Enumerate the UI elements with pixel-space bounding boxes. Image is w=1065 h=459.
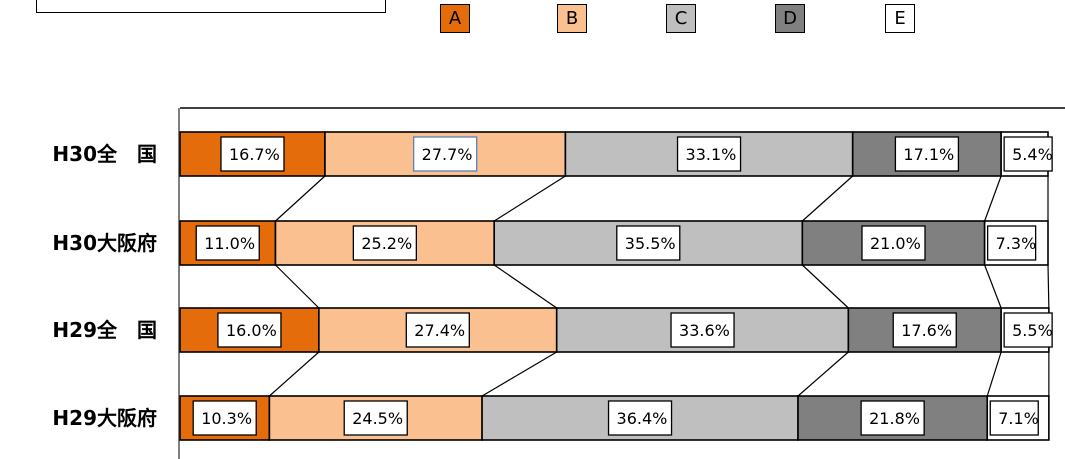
data-label-box — [986, 225, 1037, 261]
data-label: 7.3% — [996, 234, 1037, 253]
data-label: 33.6% — [679, 321, 730, 340]
series-line — [1047, 264, 1050, 309]
category-label: H29全 国 — [52, 318, 157, 342]
data-label-box — [352, 225, 417, 261]
data-label: 24.5% — [352, 409, 403, 428]
data-label-box — [405, 312, 470, 348]
data-label-box — [1003, 136, 1053, 172]
series-line — [493, 264, 558, 309]
data-label-box — [1003, 312, 1053, 348]
series-line — [481, 351, 558, 397]
data-label: 25.2% — [361, 234, 412, 253]
data-label-box — [892, 312, 957, 348]
data-label: 33.1% — [686, 145, 737, 164]
data-label: 21.8% — [869, 409, 920, 428]
series-line — [275, 175, 326, 222]
series-line — [269, 351, 320, 397]
data-label-box — [676, 136, 742, 172]
data-label-box — [861, 225, 926, 261]
top-left-box — [36, 0, 386, 13]
data-label-box — [195, 225, 260, 261]
data-label: 27.7% — [422, 145, 473, 164]
data-label: 17.6% — [901, 321, 952, 340]
data-label-box — [989, 400, 1039, 436]
series-line — [801, 175, 854, 222]
data-label: 5.5% — [1012, 321, 1053, 340]
category-label: H30大阪府 — [52, 231, 157, 255]
legend-item-a: A — [440, 4, 470, 33]
series-line — [984, 264, 1002, 309]
series-line — [986, 351, 1002, 397]
series-line — [275, 264, 320, 309]
data-label: 5.4% — [1012, 145, 1053, 164]
series-line — [797, 351, 849, 397]
series-line — [984, 175, 1002, 222]
data-label: 16.0% — [226, 321, 277, 340]
data-label-box — [894, 136, 960, 172]
data-label-box — [616, 225, 681, 261]
data-label-box — [670, 312, 735, 348]
category-label: H30全 国 — [52, 142, 157, 166]
data-label: 16.7% — [229, 145, 280, 164]
legend-item-b: B — [557, 4, 587, 33]
legend-item-e: E — [885, 4, 915, 33]
data-label-box — [413, 136, 478, 172]
legend-item-d: D — [775, 4, 805, 33]
data-label: 11.0% — [204, 234, 255, 253]
data-label-box — [220, 136, 285, 172]
series-line — [801, 264, 849, 309]
data-label: 36.4% — [617, 409, 668, 428]
data-label-box — [192, 400, 257, 436]
data-label-box — [343, 400, 408, 436]
data-label-box — [217, 312, 282, 348]
data-label-box — [860, 400, 925, 436]
data-label: 35.5% — [625, 234, 676, 253]
data-label: 21.0% — [870, 234, 921, 253]
legend-item-c: C — [666, 4, 696, 33]
data-label: 7.1% — [998, 409, 1039, 428]
data-label: 17.1% — [903, 145, 954, 164]
data-label: 27.4% — [414, 321, 465, 340]
category-label: H29大阪府 — [52, 406, 157, 430]
series-line — [493, 175, 566, 222]
data-label: 10.3% — [201, 409, 252, 428]
data-label-box — [607, 400, 673, 436]
